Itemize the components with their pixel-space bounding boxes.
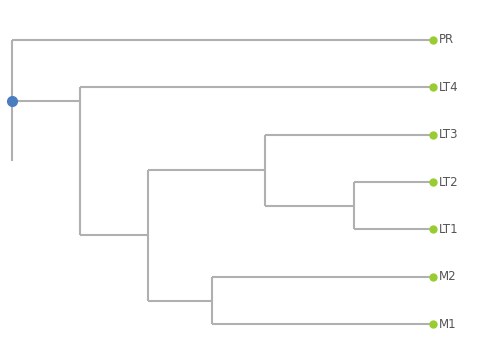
- Text: M2: M2: [438, 270, 456, 283]
- Text: LT3: LT3: [438, 128, 458, 141]
- Text: LT2: LT2: [438, 175, 458, 189]
- Text: LT1: LT1: [438, 223, 458, 236]
- Text: LT4: LT4: [438, 81, 458, 94]
- Text: M1: M1: [438, 318, 456, 331]
- Text: PR: PR: [438, 33, 454, 46]
